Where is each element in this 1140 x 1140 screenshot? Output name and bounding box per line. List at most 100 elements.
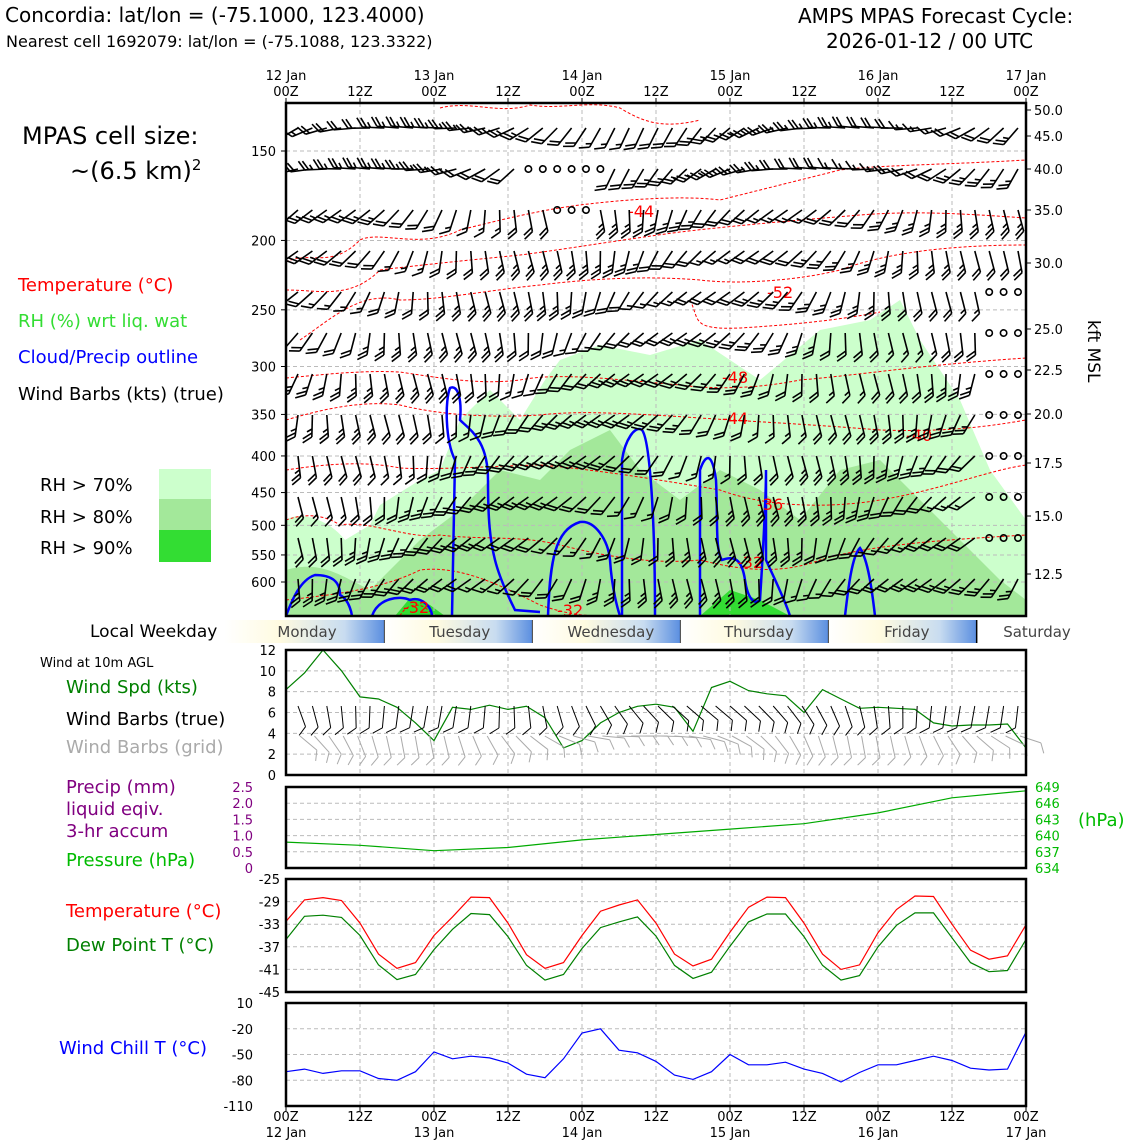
wind-barb xyxy=(514,496,544,511)
kft-msl-label: kft MSL xyxy=(1083,320,1103,383)
wind-barb xyxy=(499,373,515,401)
wind-barb xyxy=(856,496,875,522)
wind-barb xyxy=(660,168,688,185)
wind-barb xyxy=(644,373,673,389)
wind-barb xyxy=(381,414,391,445)
wind-ytick: 10 xyxy=(259,665,276,680)
wind-barb xyxy=(535,373,558,395)
wind-barb xyxy=(984,209,995,240)
wind-barb xyxy=(679,209,702,231)
wind-ytick: 4 xyxy=(268,727,276,742)
legend-rh70-swatch xyxy=(159,469,211,499)
kft-tick: 20.0 xyxy=(1034,408,1063,423)
wind-barb xyxy=(297,705,306,736)
day-segment xyxy=(828,620,977,643)
wind-barb xyxy=(562,537,587,557)
wind-barb xyxy=(391,537,414,559)
rh90-area xyxy=(395,590,790,616)
top-date-label: 15 Jan xyxy=(710,69,751,84)
wind-barb xyxy=(392,455,403,486)
temp-label: -32 xyxy=(737,553,763,572)
wind-barb xyxy=(946,537,976,552)
wind-barb xyxy=(792,373,803,403)
wind-barb xyxy=(446,250,458,280)
wind-barb xyxy=(869,414,879,445)
wind-barb xyxy=(337,578,357,603)
wind-barb xyxy=(434,414,445,445)
wind-barb xyxy=(630,414,659,431)
wind-barb xyxy=(418,291,429,321)
wind-barb xyxy=(530,332,544,361)
wind-barb xyxy=(969,209,980,240)
wind-barb xyxy=(827,414,838,445)
wind-barb xyxy=(288,332,314,352)
top-hour-label: 12Z xyxy=(347,85,373,100)
wind-barb xyxy=(711,578,722,609)
wind-barb xyxy=(791,537,803,567)
wind-barb xyxy=(830,735,839,766)
pressure-tick: 400 xyxy=(251,450,276,465)
wind-barb xyxy=(831,116,860,129)
wind-barb xyxy=(808,373,819,404)
wind-barb xyxy=(781,414,792,445)
pressure-tick: 150 xyxy=(251,145,276,160)
wind-barbs-true-label: Wind Barbs (true) xyxy=(66,709,226,730)
wind-barb xyxy=(997,578,1019,601)
pressure-ytick: 643 xyxy=(1035,813,1060,828)
wind-barb xyxy=(714,166,745,176)
top-date-label: 12 Jan xyxy=(266,69,307,84)
wind-barb xyxy=(1013,451,1023,461)
wind-barb xyxy=(901,209,918,236)
wind-barb xyxy=(985,410,994,420)
wind-barb xyxy=(695,414,717,438)
day-segment xyxy=(680,620,829,643)
wind-barb xyxy=(990,705,1005,733)
wind-barb xyxy=(629,373,659,388)
day-segment xyxy=(532,620,681,643)
wind-barb xyxy=(333,291,357,312)
wind-barb xyxy=(689,127,717,145)
wind-barb xyxy=(740,496,751,527)
wind-barb xyxy=(628,705,644,734)
wind-ytick: 2 xyxy=(268,748,276,763)
wind-barb xyxy=(536,291,547,322)
wind-barb xyxy=(874,118,903,129)
temp-ytick: -25 xyxy=(259,873,280,888)
wind-barb xyxy=(286,127,299,140)
bottom-hour-label: 12Z xyxy=(939,1110,965,1125)
wind-barb xyxy=(880,496,904,517)
wind-barb xyxy=(327,157,356,170)
wind-barb xyxy=(758,705,775,733)
wind-barb xyxy=(310,496,319,527)
precip-ytick: 0 xyxy=(245,862,253,877)
wind-barb xyxy=(884,373,895,404)
wind-barb xyxy=(401,291,414,320)
wind-barb xyxy=(990,735,1011,759)
wind-barb xyxy=(379,537,400,561)
wind-barb xyxy=(928,332,938,363)
wind-barb xyxy=(435,291,446,322)
top-hour-label: 12Z xyxy=(643,85,669,100)
wind-barb xyxy=(493,332,504,363)
wind-barb xyxy=(831,158,860,170)
wind-barb xyxy=(856,250,875,276)
wind-barb xyxy=(1013,369,1023,379)
wind-barb xyxy=(515,735,532,763)
wind-barb xyxy=(797,496,807,527)
wind-barb xyxy=(885,332,895,363)
temp-label: -44 xyxy=(628,202,654,221)
wind-barb xyxy=(734,332,760,352)
wind-barb xyxy=(985,287,994,297)
wind-barb xyxy=(941,332,951,363)
wind-barb xyxy=(596,164,605,174)
wind-speed-panel: 0 2 4 6 8 10 12 xyxy=(259,644,1045,784)
wind-barb xyxy=(797,414,807,445)
bottom-date-label: 17 Jan xyxy=(1006,1126,1047,1140)
windchill-line xyxy=(285,1028,1027,1083)
wind-barb xyxy=(515,537,544,553)
wind-barb xyxy=(366,414,377,445)
pressure-tick: 350 xyxy=(251,408,276,423)
wind-barb xyxy=(759,209,789,224)
wind-barb xyxy=(515,127,544,143)
wind-barb xyxy=(620,209,631,239)
